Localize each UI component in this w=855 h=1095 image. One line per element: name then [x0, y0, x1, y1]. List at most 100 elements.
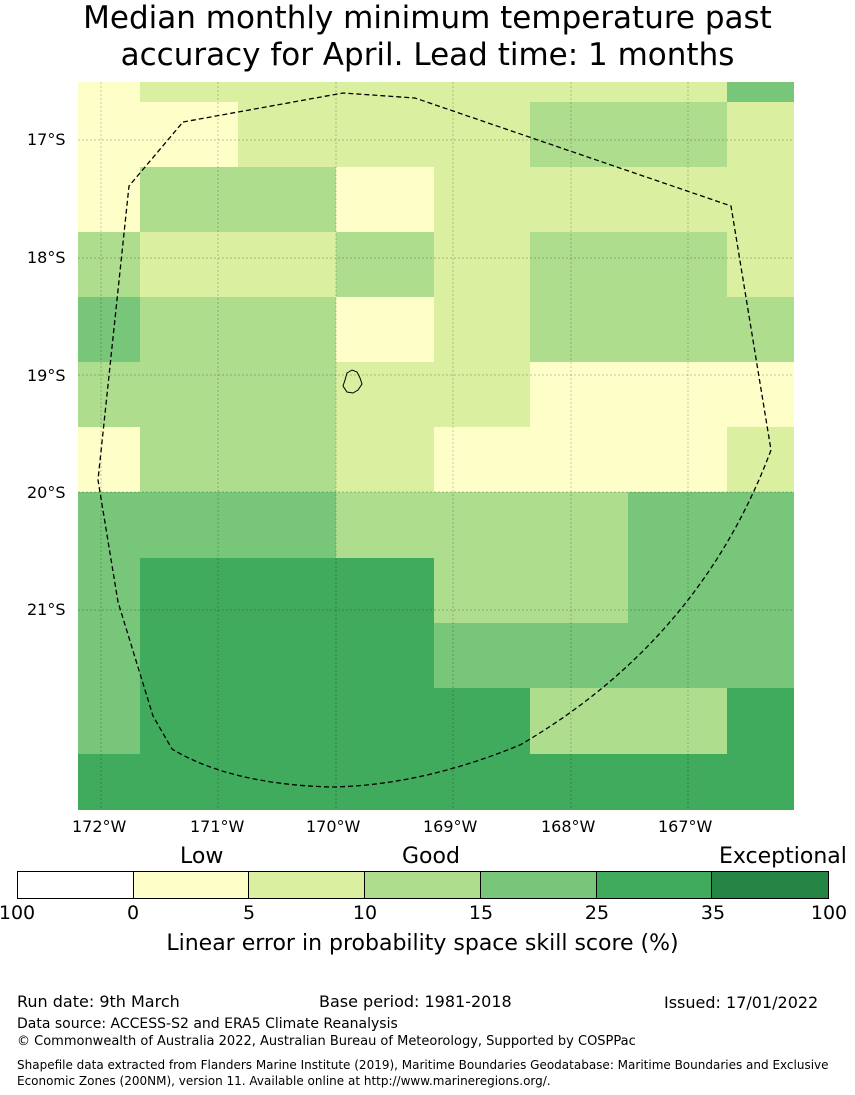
legend-tick: 10: [352, 902, 378, 924]
grid-cell: [78, 297, 140, 362]
grid-cell: [78, 82, 140, 102]
grid-cell: [336, 167, 434, 232]
grid-cell: [530, 688, 628, 754]
grid-cell: [727, 558, 794, 623]
shapefile-credit-line-2: Economic Zones (200NM), version 11. Avai…: [17, 1074, 551, 1088]
legend-category-low: Low: [180, 844, 224, 869]
grid-cell: [530, 558, 628, 623]
grid-cell: [78, 754, 140, 810]
lon-label-167w: 167°W: [658, 817, 713, 836]
grid-cell: [78, 688, 140, 754]
grid-cell: [78, 427, 140, 492]
legend-tick: 100: [0, 902, 36, 924]
grid-cell: [530, 362, 628, 427]
grid-cell: [434, 427, 530, 492]
grid-cell: [140, 167, 238, 232]
legend-swatch: [18, 872, 134, 898]
legend-category-exceptional: Exceptional: [719, 844, 847, 869]
grid-cell: [727, 427, 794, 492]
grid-cell: [434, 558, 530, 623]
grid-cell: [336, 362, 434, 427]
niue-island-outline: [342, 369, 363, 394]
grid-cell: [140, 82, 238, 102]
grid-cell: [140, 754, 238, 810]
grid-cell: [238, 492, 336, 558]
grid-cell: [530, 232, 628, 297]
grid-cell: [628, 688, 727, 754]
grid-cell: [628, 492, 727, 558]
grid-cell: [628, 297, 727, 362]
grid-cell: [336, 623, 434, 688]
grid-cell: [727, 362, 794, 427]
grid-cell: [530, 492, 628, 558]
grid-cell: [530, 623, 628, 688]
lat-label-20s: 20°S: [27, 483, 66, 502]
legend-title: Linear error in probability space skill …: [166, 931, 679, 956]
grid-cell: [628, 102, 727, 167]
legend-tick: 100: [810, 902, 848, 924]
grid-cell: [140, 427, 238, 492]
lat-label-21s: 21°S: [27, 600, 66, 619]
lat-label-19s: 19°S: [27, 366, 66, 385]
grid-cell: [727, 688, 794, 754]
grid-cell: [238, 167, 336, 232]
grid-cell: [727, 492, 794, 558]
legend-swatch: [596, 872, 713, 898]
grid-cell: [238, 754, 336, 810]
grid-cell: [434, 688, 530, 754]
grid-cell: [336, 754, 434, 810]
lon-label-172w: 172°W: [72, 817, 127, 836]
grid-cell: [530, 297, 628, 362]
grid-cell: [78, 362, 140, 427]
grid-cell: [727, 232, 794, 297]
grid-cell: [336, 232, 434, 297]
grid-cell: [434, 232, 530, 297]
run-date: Run date: 9th March: [17, 992, 180, 1011]
grid-cell: [727, 754, 794, 810]
legend-swatch: [249, 872, 366, 898]
lon-label-169w: 169°W: [423, 817, 478, 836]
legend-tick: 35: [700, 902, 726, 924]
grid-cell: [140, 297, 238, 362]
grid-cell: [434, 492, 530, 558]
grid-cell: [434, 297, 530, 362]
grid-cell: [727, 623, 794, 688]
lon-label-168w: 168°W: [541, 817, 596, 836]
legend-swatch: [712, 872, 829, 898]
legend-tick: 15: [468, 902, 494, 924]
lat-label-18s: 18°S: [27, 248, 66, 267]
legend-swatch: [480, 872, 597, 898]
grid-cell: [238, 102, 336, 167]
copyright: © Commonwealth of Australia 2022, Austra…: [17, 1034, 636, 1049]
grid-cell: [628, 623, 727, 688]
grid-cell: [434, 362, 530, 427]
grid-cell: [530, 167, 628, 232]
skill-score-map: [78, 82, 794, 810]
legend-tick: 25: [584, 902, 610, 924]
grid-cell: [434, 82, 530, 102]
grid-cell: [336, 427, 434, 492]
title-line-2: accuracy for April. Lead time: 1 months: [120, 37, 735, 73]
grid-cell: [434, 623, 530, 688]
legend-category-good: Good: [402, 844, 460, 869]
grid-cell: [530, 754, 628, 810]
grid-cell: [727, 167, 794, 232]
issued-date: Issued: 17/01/2022: [664, 993, 819, 1012]
title-line-1: Median monthly minimum temperature past: [83, 0, 772, 36]
grid-cell: [628, 232, 727, 297]
grid-cell: [238, 82, 336, 102]
grid-cell: [336, 297, 434, 362]
grid-cell: [628, 754, 727, 810]
legend-swatch: [133, 872, 250, 898]
grid-cell: [336, 688, 434, 754]
lat-label-17s: 17°S: [27, 130, 66, 149]
grid-cell: [238, 558, 336, 623]
grid-cell: [336, 492, 434, 558]
grid-cell: [78, 492, 140, 558]
grid-cell: [434, 167, 530, 232]
grid-cell: [238, 427, 336, 492]
grid-cell: [78, 623, 140, 688]
base-period: Base period: 1981-2018: [319, 992, 512, 1011]
grid-cell: [78, 102, 140, 167]
grid-cell: [140, 688, 238, 754]
